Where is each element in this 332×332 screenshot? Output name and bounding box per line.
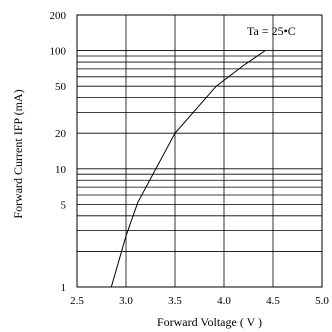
y-tick-label: 1: [61, 282, 67, 294]
y-tick-label: 20: [55, 128, 67, 140]
y-tick-label: 10: [55, 164, 67, 176]
grid: [76, 14, 323, 288]
y-tick-label: 200: [50, 10, 67, 22]
x-tick-label: 3.5: [168, 295, 182, 307]
tick-labels: 2.5 3.0 3.5 4.0 4.5 5.0 1 5 10 20 50 100 200: [50, 10, 330, 307]
y-axis-title: Forward Current IFP (mA): [11, 89, 25, 218]
x-axis-title: Forward Voltage ( V ): [157, 315, 262, 329]
y-tick-label: 5: [61, 199, 67, 211]
temperature-annotation: Ta = 25•C: [247, 24, 296, 38]
series-line: [110, 50, 266, 288]
y-tick-label: 100: [50, 46, 67, 58]
x-tick-label: 3.0: [119, 295, 133, 307]
x-tick-label: 4.0: [217, 295, 231, 307]
y-tick-label: 50: [55, 81, 67, 93]
plot-frame: [76, 14, 323, 288]
x-tick-label: 4.5: [266, 295, 280, 307]
x-tick-label: 2.5: [70, 295, 84, 307]
x-tick-label: 5.0: [315, 295, 329, 307]
